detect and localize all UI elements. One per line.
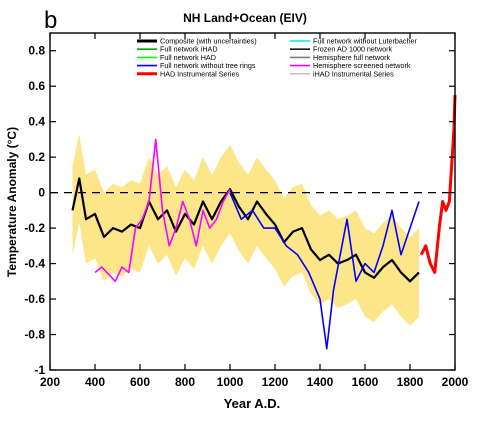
x-tick-label: 2000 [442,375,469,389]
legend-label: Hemisphere screened network [313,61,411,70]
legend-label: Hemisphere full network [313,53,391,62]
x-axis-label: Year A.D. [224,396,281,411]
y-tick-label: -0.4 [24,257,45,271]
legend-label: Full network iHAD [160,45,218,54]
x-tick-label: 1200 [262,375,289,389]
y-tick-label: 0.6 [28,79,45,93]
x-tick-label: 1000 [217,375,244,389]
y-tick-label: 0 [38,186,45,200]
legend-label: iHAD Instrumental Series [313,69,394,78]
y-tick-label: 0.8 [28,44,45,58]
y-tick-label: -0.2 [24,221,45,235]
y-tick-label: 0.2 [28,150,45,164]
series-line-2 [229,192,420,350]
y-axis-label: Temperature Anomaly (°C) [5,127,19,277]
x-tick-label: 200 [40,375,60,389]
y-tick-label: 0.4 [28,115,45,129]
chart-title: NH Land+Ocean (EIV) [183,11,307,25]
legend-label: Full network without tree rings [160,61,256,70]
series-line-3 [419,95,457,274]
plot-frame [49,32,456,371]
series-line-1 [94,138,231,283]
panel-letter: b [44,7,57,34]
y-tick-label: -0.8 [24,328,45,342]
x-tick-label: 1400 [307,375,334,389]
x-tick-label: 1600 [352,375,379,389]
series-line-0 [71,177,420,283]
legend: Composite (with uncertainties)Full netwo… [137,37,417,78]
y-tick-label: -0.6 [24,292,45,306]
legend-label: HAD Instrumental Series [160,69,239,78]
legend-label: Frozen AD 1000 network [313,45,393,54]
x-tick-label: 400 [85,375,105,389]
x-tick-label: 800 [175,375,195,389]
x-tick-label: 600 [130,375,150,389]
series-layer [71,95,457,350]
legend-label: Full network without Luterbacher [313,37,417,46]
x-tick-label: 1800 [397,375,424,389]
legend-label: Full network HAD [160,53,216,62]
tick-layer: 200 400 600 800 1000 1200 1400 1600 1800 2000 -1 -0… [24,33,469,389]
y-tick-label: -1 [34,363,45,377]
legend-label: Composite (with uncertainties) [160,37,257,46]
